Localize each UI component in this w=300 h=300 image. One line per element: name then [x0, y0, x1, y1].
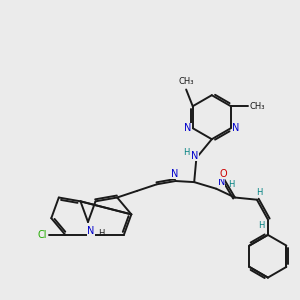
Text: CH₃: CH₃	[178, 76, 194, 85]
Text: H: H	[258, 221, 264, 230]
Text: O: O	[219, 169, 227, 179]
Text: N: N	[218, 177, 225, 187]
Text: N: N	[191, 151, 198, 161]
Text: H: H	[256, 188, 262, 197]
Text: N: N	[171, 169, 178, 179]
Text: H: H	[183, 148, 190, 158]
Text: N: N	[184, 123, 191, 133]
Text: H: H	[228, 180, 235, 189]
Text: H: H	[98, 230, 104, 238]
Text: N: N	[232, 123, 239, 133]
Text: N: N	[87, 226, 95, 236]
Text: CH₃: CH₃	[250, 102, 265, 111]
Text: Cl: Cl	[38, 230, 47, 240]
